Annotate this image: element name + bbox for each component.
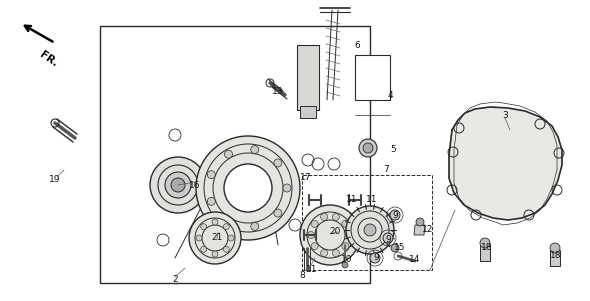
Text: 4: 4 <box>387 91 393 100</box>
Text: 15: 15 <box>394 244 406 253</box>
Circle shape <box>480 238 490 248</box>
Circle shape <box>364 224 376 236</box>
Polygon shape <box>414 225 425 235</box>
Text: 2: 2 <box>172 275 178 284</box>
Text: 5: 5 <box>390 145 396 154</box>
Bar <box>300 106 316 118</box>
Circle shape <box>346 231 352 238</box>
Circle shape <box>225 150 232 158</box>
Circle shape <box>223 246 230 252</box>
Circle shape <box>189 212 241 264</box>
Circle shape <box>332 213 339 220</box>
Text: 21: 21 <box>211 234 222 243</box>
Circle shape <box>300 205 360 265</box>
Circle shape <box>274 159 282 167</box>
Bar <box>302 175 432 270</box>
Circle shape <box>332 250 339 256</box>
Circle shape <box>207 197 215 205</box>
Circle shape <box>251 222 259 230</box>
Text: 18: 18 <box>550 250 562 259</box>
Circle shape <box>346 206 394 254</box>
Polygon shape <box>550 250 560 266</box>
Circle shape <box>307 231 314 238</box>
Circle shape <box>274 209 282 217</box>
Text: 11: 11 <box>366 196 378 204</box>
Polygon shape <box>148 107 318 264</box>
Polygon shape <box>310 158 342 170</box>
Circle shape <box>320 213 327 220</box>
Circle shape <box>342 262 348 268</box>
Bar <box>100 26 370 283</box>
Text: 18: 18 <box>481 244 493 253</box>
Text: 6: 6 <box>354 41 360 49</box>
Circle shape <box>171 178 185 192</box>
Text: 11: 11 <box>346 196 358 204</box>
Circle shape <box>390 210 400 220</box>
Text: 9: 9 <box>373 253 379 262</box>
Text: 11: 11 <box>306 265 318 275</box>
Circle shape <box>228 235 234 241</box>
Polygon shape <box>292 108 325 115</box>
Text: 10: 10 <box>341 256 353 265</box>
Circle shape <box>225 218 232 226</box>
Bar <box>355 55 390 100</box>
Circle shape <box>223 224 230 230</box>
Circle shape <box>391 244 399 252</box>
Circle shape <box>342 220 349 227</box>
Circle shape <box>320 250 327 256</box>
Text: 9: 9 <box>392 210 398 219</box>
Polygon shape <box>480 245 490 261</box>
Circle shape <box>196 235 202 241</box>
Text: 19: 19 <box>49 175 61 185</box>
Circle shape <box>416 218 424 226</box>
Circle shape <box>201 224 206 230</box>
Text: 7: 7 <box>383 166 389 175</box>
Circle shape <box>311 220 318 227</box>
Text: 8: 8 <box>299 271 305 280</box>
Circle shape <box>283 184 291 192</box>
Circle shape <box>212 219 218 225</box>
Text: 16: 16 <box>189 181 201 190</box>
Circle shape <box>212 251 218 257</box>
Circle shape <box>196 136 300 240</box>
Circle shape <box>207 171 215 179</box>
Text: 3: 3 <box>502 110 508 119</box>
Circle shape <box>201 246 206 252</box>
Circle shape <box>342 243 349 250</box>
Circle shape <box>311 243 318 250</box>
Text: 12: 12 <box>422 225 434 234</box>
Circle shape <box>165 172 191 198</box>
Circle shape <box>363 143 373 153</box>
Text: 9: 9 <box>385 235 391 244</box>
Circle shape <box>370 253 380 263</box>
Circle shape <box>383 233 393 243</box>
Text: 20: 20 <box>329 228 340 237</box>
Text: 14: 14 <box>409 256 421 265</box>
Bar <box>297 45 319 110</box>
Text: 13: 13 <box>272 88 284 97</box>
Text: 17: 17 <box>300 173 312 182</box>
Text: FR.: FR. <box>38 49 60 68</box>
Circle shape <box>251 146 259 154</box>
Polygon shape <box>449 107 562 220</box>
Circle shape <box>359 139 377 157</box>
Circle shape <box>224 164 272 212</box>
Circle shape <box>150 157 206 213</box>
Circle shape <box>550 243 560 253</box>
